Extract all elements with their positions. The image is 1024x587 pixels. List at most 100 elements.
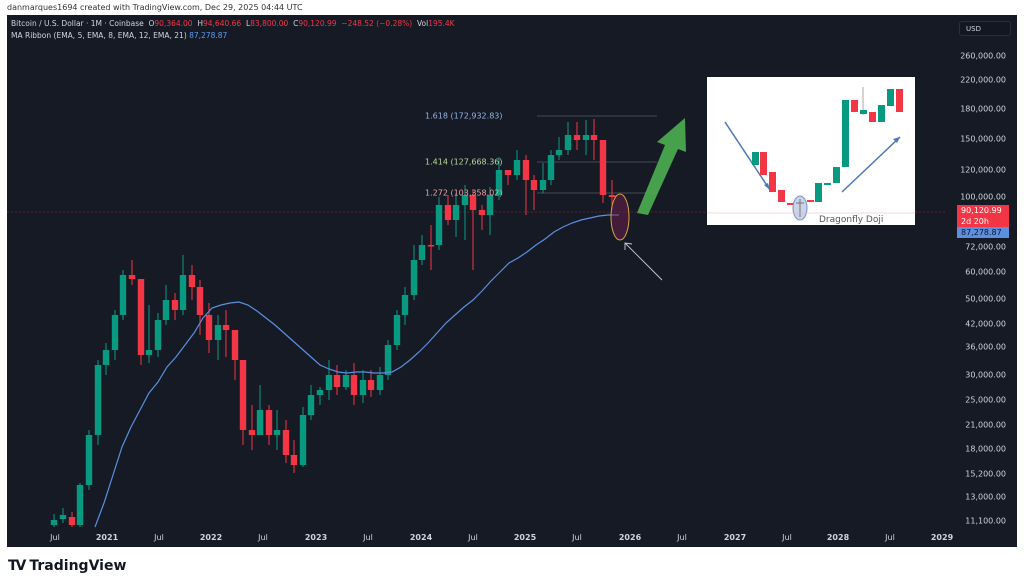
candle bbox=[564, 135, 572, 150]
candle bbox=[599, 140, 607, 195]
candle bbox=[102, 350, 110, 365]
candle bbox=[68, 517, 76, 525]
price-tick: 13,000.00 bbox=[965, 492, 1006, 502]
time-tick: 2029 bbox=[930, 533, 954, 542]
candle bbox=[145, 350, 153, 355]
tradingview-logo-icon: TV bbox=[8, 558, 26, 574]
candle bbox=[179, 275, 187, 310]
time-tick: 2027 bbox=[723, 533, 747, 542]
candle bbox=[410, 260, 418, 295]
dragonfly-doji-inset bbox=[707, 77, 915, 225]
candle bbox=[530, 180, 538, 190]
time-tick: Jul bbox=[677, 533, 687, 542]
candle bbox=[273, 430, 281, 435]
candle bbox=[376, 375, 384, 390]
time-tick: Jul bbox=[885, 533, 895, 542]
candle bbox=[50, 520, 58, 525]
candle bbox=[316, 390, 324, 395]
time-tick: 2021 bbox=[95, 533, 119, 542]
candle bbox=[256, 410, 264, 435]
candle bbox=[469, 195, 477, 210]
time-tick: 2026 bbox=[618, 533, 642, 542]
price-tick: 150,000.00 bbox=[960, 134, 1006, 144]
candle bbox=[513, 160, 521, 175]
symbol-label[interactable]: Bitcoin / U.S. Dollar · 1M · Coinbase bbox=[11, 19, 144, 28]
candle bbox=[504, 170, 512, 175]
candle bbox=[444, 205, 452, 220]
indicator-row: MA Ribbon (EMA, 5, EMA, 8, EMA, 12, EMA,… bbox=[11, 30, 455, 42]
price-tick: 42,000.00 bbox=[965, 319, 1006, 329]
dragonfly-doji-label: Dragonfly Doji bbox=[819, 215, 884, 225]
time-tick: 2023 bbox=[304, 533, 328, 542]
candle bbox=[119, 275, 127, 315]
candle bbox=[486, 195, 494, 215]
candle bbox=[333, 375, 341, 387]
candle bbox=[137, 279, 145, 355]
last-price-tag: 90,120.99 2d 20h bbox=[957, 205, 1009, 227]
price-tick: 50,000.00 bbox=[965, 294, 1006, 304]
price-tick: 21,000.00 bbox=[965, 420, 1006, 430]
fib-level-label: 1.414 (127,668.36) bbox=[425, 157, 503, 167]
candle bbox=[222, 325, 230, 330]
candle bbox=[196, 287, 204, 315]
candle bbox=[393, 315, 401, 345]
currency-selector[interactable]: USD bbox=[959, 21, 1011, 36]
time-tick: 2028 bbox=[826, 533, 850, 542]
candle bbox=[555, 150, 563, 155]
candle bbox=[401, 295, 409, 315]
price-tick: 18,000.00 bbox=[965, 444, 1006, 454]
price-tick: 220,000.00 bbox=[960, 75, 1006, 85]
candle bbox=[350, 375, 358, 395]
tradingview-brand[interactable]: TV TradingView bbox=[8, 558, 127, 574]
ohlc-row: Bitcoin / U.S. Dollar · 1M · Coinbase O9… bbox=[11, 19, 455, 28]
inset-diagram bbox=[707, 87, 915, 221]
price-tick: 100,000.00 bbox=[960, 192, 1006, 202]
candle bbox=[325, 375, 333, 390]
indicator-value: 87,278.87 bbox=[189, 31, 228, 40]
candle bbox=[342, 375, 350, 387]
candle bbox=[282, 430, 290, 455]
candle bbox=[418, 245, 426, 260]
volume-value: 195.4K bbox=[428, 19, 455, 28]
candle bbox=[461, 195, 469, 205]
fib-level-label: 1.272 (103,358.02) bbox=[425, 188, 503, 198]
time-tick: Jul bbox=[572, 533, 582, 542]
candle bbox=[214, 325, 222, 340]
candle bbox=[231, 330, 239, 360]
candle bbox=[154, 320, 162, 350]
price-tick: 72,000.00 bbox=[965, 242, 1006, 252]
candle bbox=[290, 455, 298, 465]
time-tick: Jul bbox=[258, 533, 268, 542]
time-tick: 2024 bbox=[409, 533, 433, 542]
close-value: 90,120.99 bbox=[298, 19, 337, 28]
chart-legend: Bitcoin / U.S. Dollar · 1M · Coinbase O9… bbox=[11, 18, 455, 42]
price-tick: 60,000.00 bbox=[965, 267, 1006, 277]
candle bbox=[59, 515, 67, 519]
time-tick: Jul bbox=[363, 533, 373, 542]
candle bbox=[359, 380, 367, 395]
candle bbox=[384, 345, 392, 375]
candle bbox=[547, 155, 555, 180]
candle bbox=[299, 415, 307, 465]
change-value: −248.52 (−0.28%) bbox=[341, 19, 413, 28]
price-tick: 36,000.00 bbox=[965, 342, 1006, 352]
candle bbox=[367, 380, 375, 390]
indicator-label[interactable]: MA Ribbon (EMA, 5, EMA, 8, EMA, 12, EMA,… bbox=[11, 31, 187, 40]
price-chart-canvas[interactable] bbox=[7, 15, 1017, 547]
candle bbox=[171, 300, 179, 310]
time-tick: 2022 bbox=[199, 533, 223, 542]
price-tick: 260,000.00 bbox=[960, 51, 1006, 61]
time-tick: Jul bbox=[782, 533, 792, 542]
chart-frame[interactable]: Bitcoin / U.S. Dollar · 1M · Coinbase O9… bbox=[7, 15, 1017, 547]
time-tick: 2025 bbox=[513, 533, 537, 542]
candle bbox=[582, 135, 590, 140]
chart-credit: danmarques1694 created with TradingView.… bbox=[7, 3, 303, 12]
candle bbox=[435, 205, 443, 245]
candle bbox=[608, 195, 616, 197]
open-value: 90,364.00 bbox=[154, 19, 193, 28]
low-value: 83,800.00 bbox=[250, 19, 289, 28]
ema-price-tag: 87,278.87 bbox=[957, 227, 1009, 238]
candle bbox=[495, 170, 503, 195]
candle bbox=[265, 410, 273, 435]
fib-level-label: 1.618 (172,932.83) bbox=[425, 111, 503, 121]
